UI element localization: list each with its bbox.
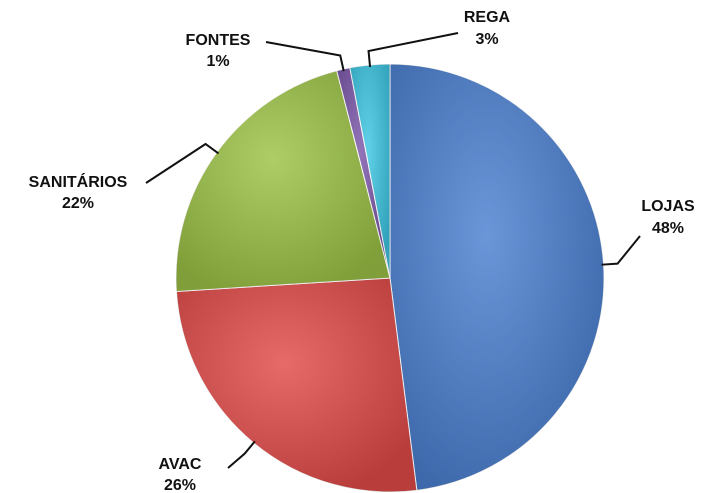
leader-line <box>601 235 641 266</box>
leader-line <box>265 41 345 72</box>
slice-label: LOJAS <box>641 198 695 215</box>
slice-label: FONTES <box>186 32 251 49</box>
slice-label: SANITÁRIOS <box>29 172 128 191</box>
slice-value: 48% <box>652 220 684 237</box>
slice-label: REGA <box>464 9 511 26</box>
slice-value: 22% <box>62 195 94 212</box>
slice-shade <box>336 67 390 278</box>
leader-line <box>145 142 220 184</box>
pie <box>175 63 605 493</box>
slice-shade <box>175 70 390 292</box>
slice-value: 26% <box>164 477 196 493</box>
slice-label: AVAC <box>159 456 202 473</box>
slice-shade <box>176 278 417 492</box>
slice-shade <box>390 64 605 491</box>
slice-value: 1% <box>206 53 229 70</box>
slice-value: 3% <box>475 31 498 48</box>
slice-shade <box>349 64 390 278</box>
leader-line <box>367 32 459 68</box>
leader-line <box>227 440 256 469</box>
